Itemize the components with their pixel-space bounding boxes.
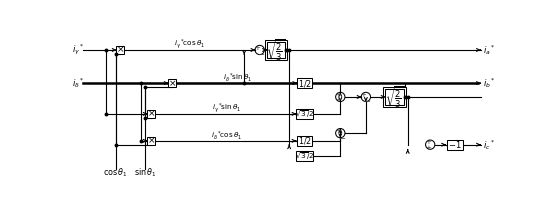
- Bar: [297, 78, 313, 88]
- Text: $i_b{}^*$: $i_b{}^*$: [483, 76, 496, 90]
- Bar: [447, 140, 463, 150]
- Text: $i_\delta{}^*\!\sin\theta_1$: $i_\delta{}^*\!\sin\theta_1$: [223, 72, 253, 84]
- Bar: [116, 46, 124, 54]
- Text: +: +: [335, 92, 341, 98]
- Text: +: +: [335, 128, 341, 134]
- Text: +: +: [335, 97, 341, 103]
- Bar: [296, 109, 313, 119]
- Text: $\sqrt{3}/2$: $\sqrt{3}/2$: [295, 108, 314, 120]
- Text: $i_a{}^*$: $i_a{}^*$: [483, 43, 495, 57]
- Text: +: +: [254, 45, 260, 51]
- Bar: [147, 137, 155, 145]
- Bar: [147, 110, 155, 118]
- Text: $\sqrt{\dfrac{2}{3}}$: $\sqrt{\dfrac{2}{3}}$: [266, 38, 286, 62]
- Text: $-$: $-$: [338, 132, 346, 141]
- Text: $\sqrt{3}/2$: $\sqrt{3}/2$: [295, 150, 314, 162]
- Bar: [385, 89, 404, 105]
- Text: $1/2$: $1/2$: [298, 135, 312, 146]
- Bar: [296, 151, 313, 161]
- Text: +: +: [425, 139, 431, 145]
- Text: $-$: $-$: [363, 96, 372, 104]
- Text: $\sqrt{\dfrac{2}{3}}$: $\sqrt{\dfrac{2}{3}}$: [385, 85, 404, 109]
- Text: $i_\gamma{}^*\!\cos\theta_1$: $i_\gamma{}^*\!\cos\theta_1$: [174, 38, 206, 51]
- Text: $\times$: $\times$: [168, 78, 176, 88]
- Bar: [168, 79, 176, 87]
- Text: $\times$: $\times$: [147, 109, 156, 119]
- Text: $\cos\theta_1$: $\cos\theta_1$: [103, 167, 128, 179]
- Bar: [383, 87, 406, 107]
- Text: +: +: [361, 92, 367, 98]
- Text: $i_\delta{}^*\!\cos\theta_1$: $i_\delta{}^*\!\cos\theta_1$: [211, 129, 242, 142]
- Text: $i_\gamma{}^*$: $i_\gamma{}^*$: [72, 43, 84, 57]
- Text: $-$: $-$: [257, 49, 265, 58]
- Text: $1/2$: $1/2$: [298, 78, 312, 89]
- Text: $i_\gamma{}^*\!\sin\theta_1$: $i_\gamma{}^*\!\sin\theta_1$: [212, 101, 241, 115]
- Bar: [297, 136, 313, 146]
- Text: $i_\delta{}^*$: $i_\delta{}^*$: [72, 76, 85, 90]
- Text: $-1$: $-1$: [448, 139, 462, 150]
- Text: +: +: [425, 145, 431, 151]
- Bar: [267, 42, 285, 58]
- Text: $\sin\theta_1$: $\sin\theta_1$: [133, 167, 157, 179]
- Text: $i_c{}^*$: $i_c{}^*$: [483, 138, 495, 152]
- Bar: [265, 40, 287, 60]
- Text: $\times$: $\times$: [147, 136, 156, 146]
- Text: $\times$: $\times$: [116, 45, 124, 55]
